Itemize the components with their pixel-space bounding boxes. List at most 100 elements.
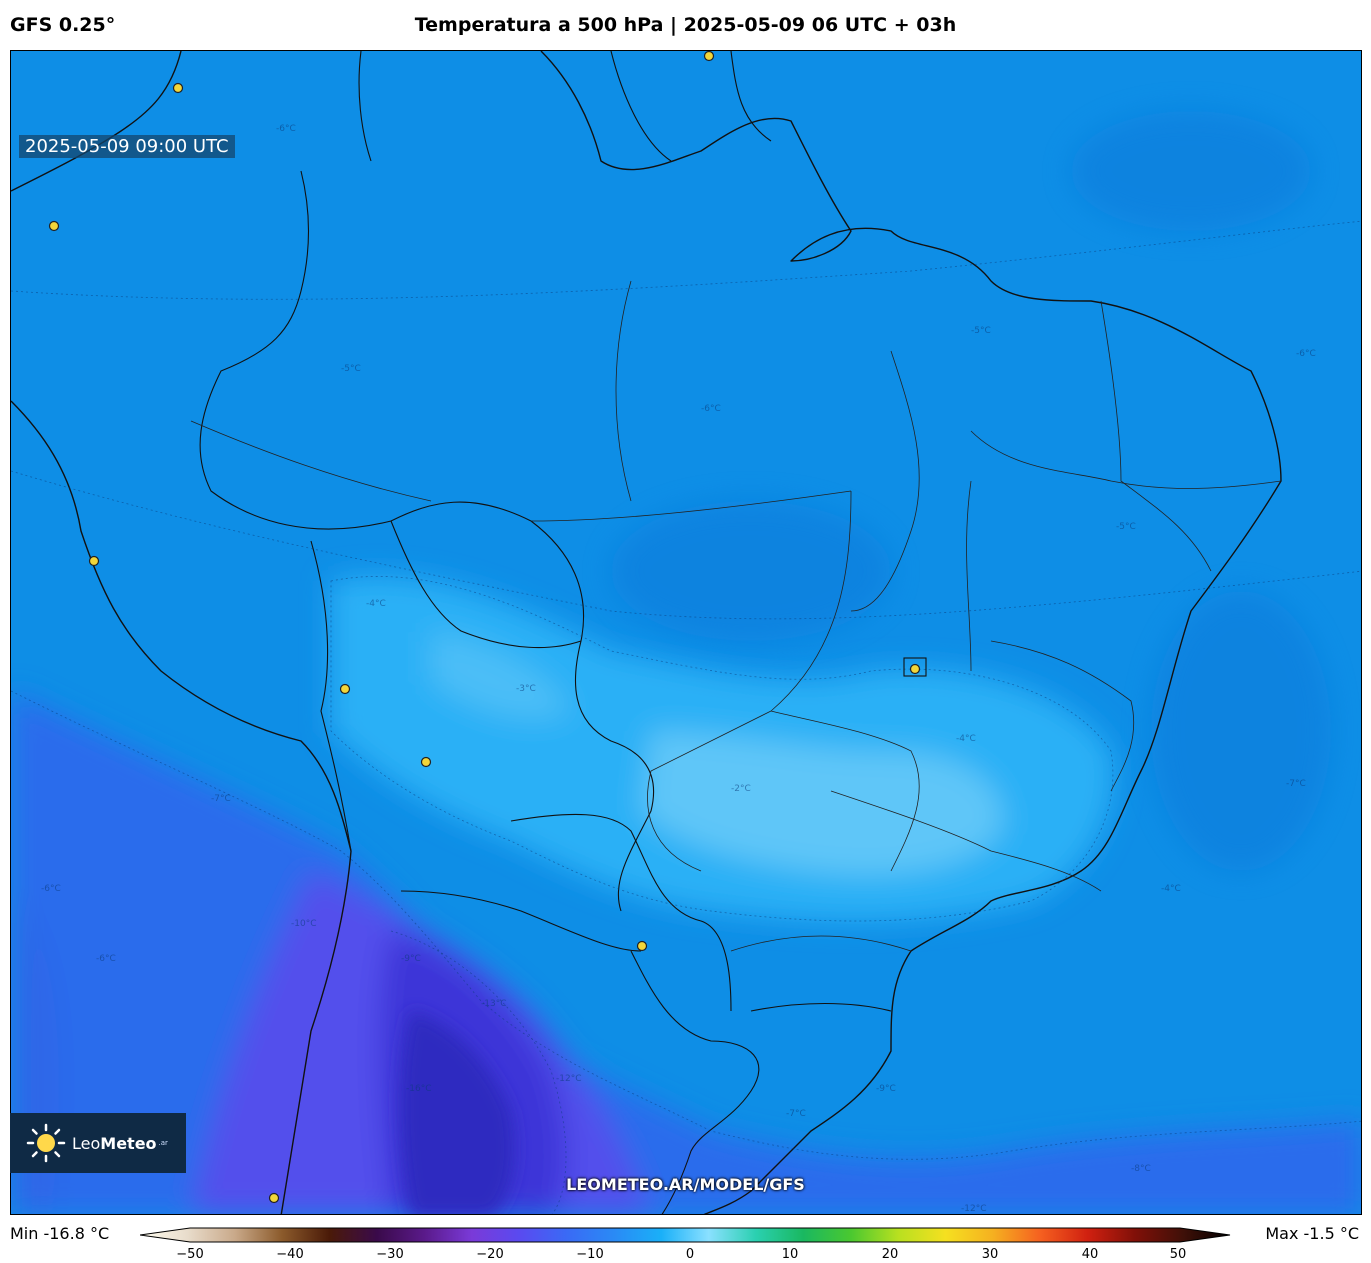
state-border-13 [1100,300,1212,572]
map-canvas: -6°C -5°C -6°C -4°C -3°C -2°C -5°C -4°C … [11,51,1361,1214]
contour-label: -10°C [291,919,316,929]
isotherm-5 [11,220,1361,300]
border-guyana [610,51,672,162]
logo-text-part1: Leo [72,1133,101,1153]
contour-labels: -6°C -5°C -6°C -4°C -3°C -2°C -5°C -4°C … [41,124,1316,1214]
border-bolivia-brazil [530,520,655,912]
city-marker [909,663,921,675]
cool-blob-3 [1151,591,1331,871]
contour-label: -12°C [961,1204,986,1214]
temperature-map: -6°C -5°C -6°C -4°C -3°C -2°C -5°C -4°C … [10,50,1362,1215]
city-marker [703,51,715,62]
colorbar-tick: 20 [881,1247,899,1262]
contour-label: -13°C [481,999,506,1009]
state-border-7 [770,710,920,872]
coast-atlantic [540,51,1282,1214]
cold-core [399,1011,515,1214]
city-marker [48,220,60,232]
contour-label: -2°C [731,784,751,794]
state-border-10 [730,935,912,952]
colorbar-tick: 30 [981,1247,999,1262]
valid-time-badge: 2025-05-09 09:00 UTC [19,135,235,158]
contour-label: -5°C [971,326,991,336]
state-border-6 [966,480,972,672]
federal-district-border [903,657,927,677]
coast-pacific [11,400,352,1214]
contour-label: -8°C [1131,1164,1151,1174]
colorbar-tick: 50 [1169,1247,1187,1262]
contour-label: -6°C [41,884,61,894]
colorbar-tick: 0 [685,1247,695,1262]
state-border-8 [990,640,1135,792]
coast-caribbean [11,51,182,192]
state-border-9 [647,710,772,872]
logo-suffix: .ar [158,1139,168,1147]
warm-patch-bolivia [431,631,571,720]
contour-label: -7°C [211,794,231,804]
leometeo-logo: LeoMeteo .ar [10,1113,186,1173]
sun-icon [26,1123,66,1163]
contour-label: -4°C [1161,884,1181,894]
colorbar-tick: 40 [1081,1247,1099,1262]
city-marker [339,683,351,695]
map-title: Temperatura a 500 hPa | 2025-05-09 06 UT… [414,14,957,36]
max-value-label: Max -1.5 °C [1265,1224,1359,1243]
border-peru-bolivia [390,520,582,649]
contour-label: -5°C [1116,522,1136,532]
state-border-4 [850,350,920,612]
temperature-colorbar [140,1227,1231,1243]
contour-label: -5°C [341,364,361,374]
colorbar-tick: −10 [576,1247,604,1262]
isotherm-2 [330,576,1114,922]
city-marker [88,555,100,567]
contour-label: -6°C [1296,349,1316,359]
coastlines [11,51,1282,1214]
state-border-12 [190,420,432,502]
colorbar-ramp [140,1227,1231,1243]
min-value-label: Min -16.8 °C [10,1224,110,1243]
contour-label: -9°C [401,954,421,964]
border-argentina-brazil-uruguay [630,950,760,1214]
contour-label: -4°C [366,599,386,609]
border-uruguay-brazil [750,1002,892,1012]
colorbar-ticks: −50 −40 −30 −20 −10 0 10 20 30 40 50 [0,1247,1371,1263]
watermark-url: LEOMETEO.AR/MODEL/GFS [566,1175,805,1194]
contour-label: -4°C [956,734,976,744]
contour-label: -7°C [1286,779,1306,789]
colorbar-tick: −50 [176,1247,204,1262]
contour-label: -12°C [556,1074,581,1084]
isotherm-4 [11,470,1361,620]
contour-label: -16°C [406,1084,431,1094]
state-border-3 [770,490,852,712]
state-border-5 [970,430,1282,489]
city-marker [172,82,184,94]
warm-core [641,731,1003,875]
isotherm-lines [11,220,1361,1214]
state-borders [190,280,1282,952]
contour-label: -9°C [876,1084,896,1094]
border-colombia-brazil [199,170,532,530]
state-border-11 [830,790,1102,892]
model-label: GFS 0.25° [10,14,116,36]
state-border-1 [530,490,852,522]
contour-label: -6°C [96,954,116,964]
city-marker [268,1192,280,1204]
border-argentina-paraguay [400,890,642,952]
city-markers [48,51,921,1204]
colorbar-tick: −30 [376,1247,404,1262]
border-paraguay [510,813,732,1012]
border-suriname [730,51,772,142]
logo-text: LeoMeteo [72,1134,157,1153]
colorbar-tick: 10 [781,1247,799,1262]
contour-label: -3°C [516,684,536,694]
border-venezuela-colombia [358,51,372,162]
country-borders [199,51,892,1214]
city-marker [636,940,648,952]
contour-label: -7°C [786,1109,806,1119]
colorbar-tick: −40 [276,1247,304,1262]
contour-label: -6°C [701,404,721,414]
isotherm-1 [11,690,1361,1160]
cool-blob-1 [1071,111,1311,231]
logo-text-part2: Meteo [100,1133,157,1153]
contour-label: -6°C [276,124,296,134]
